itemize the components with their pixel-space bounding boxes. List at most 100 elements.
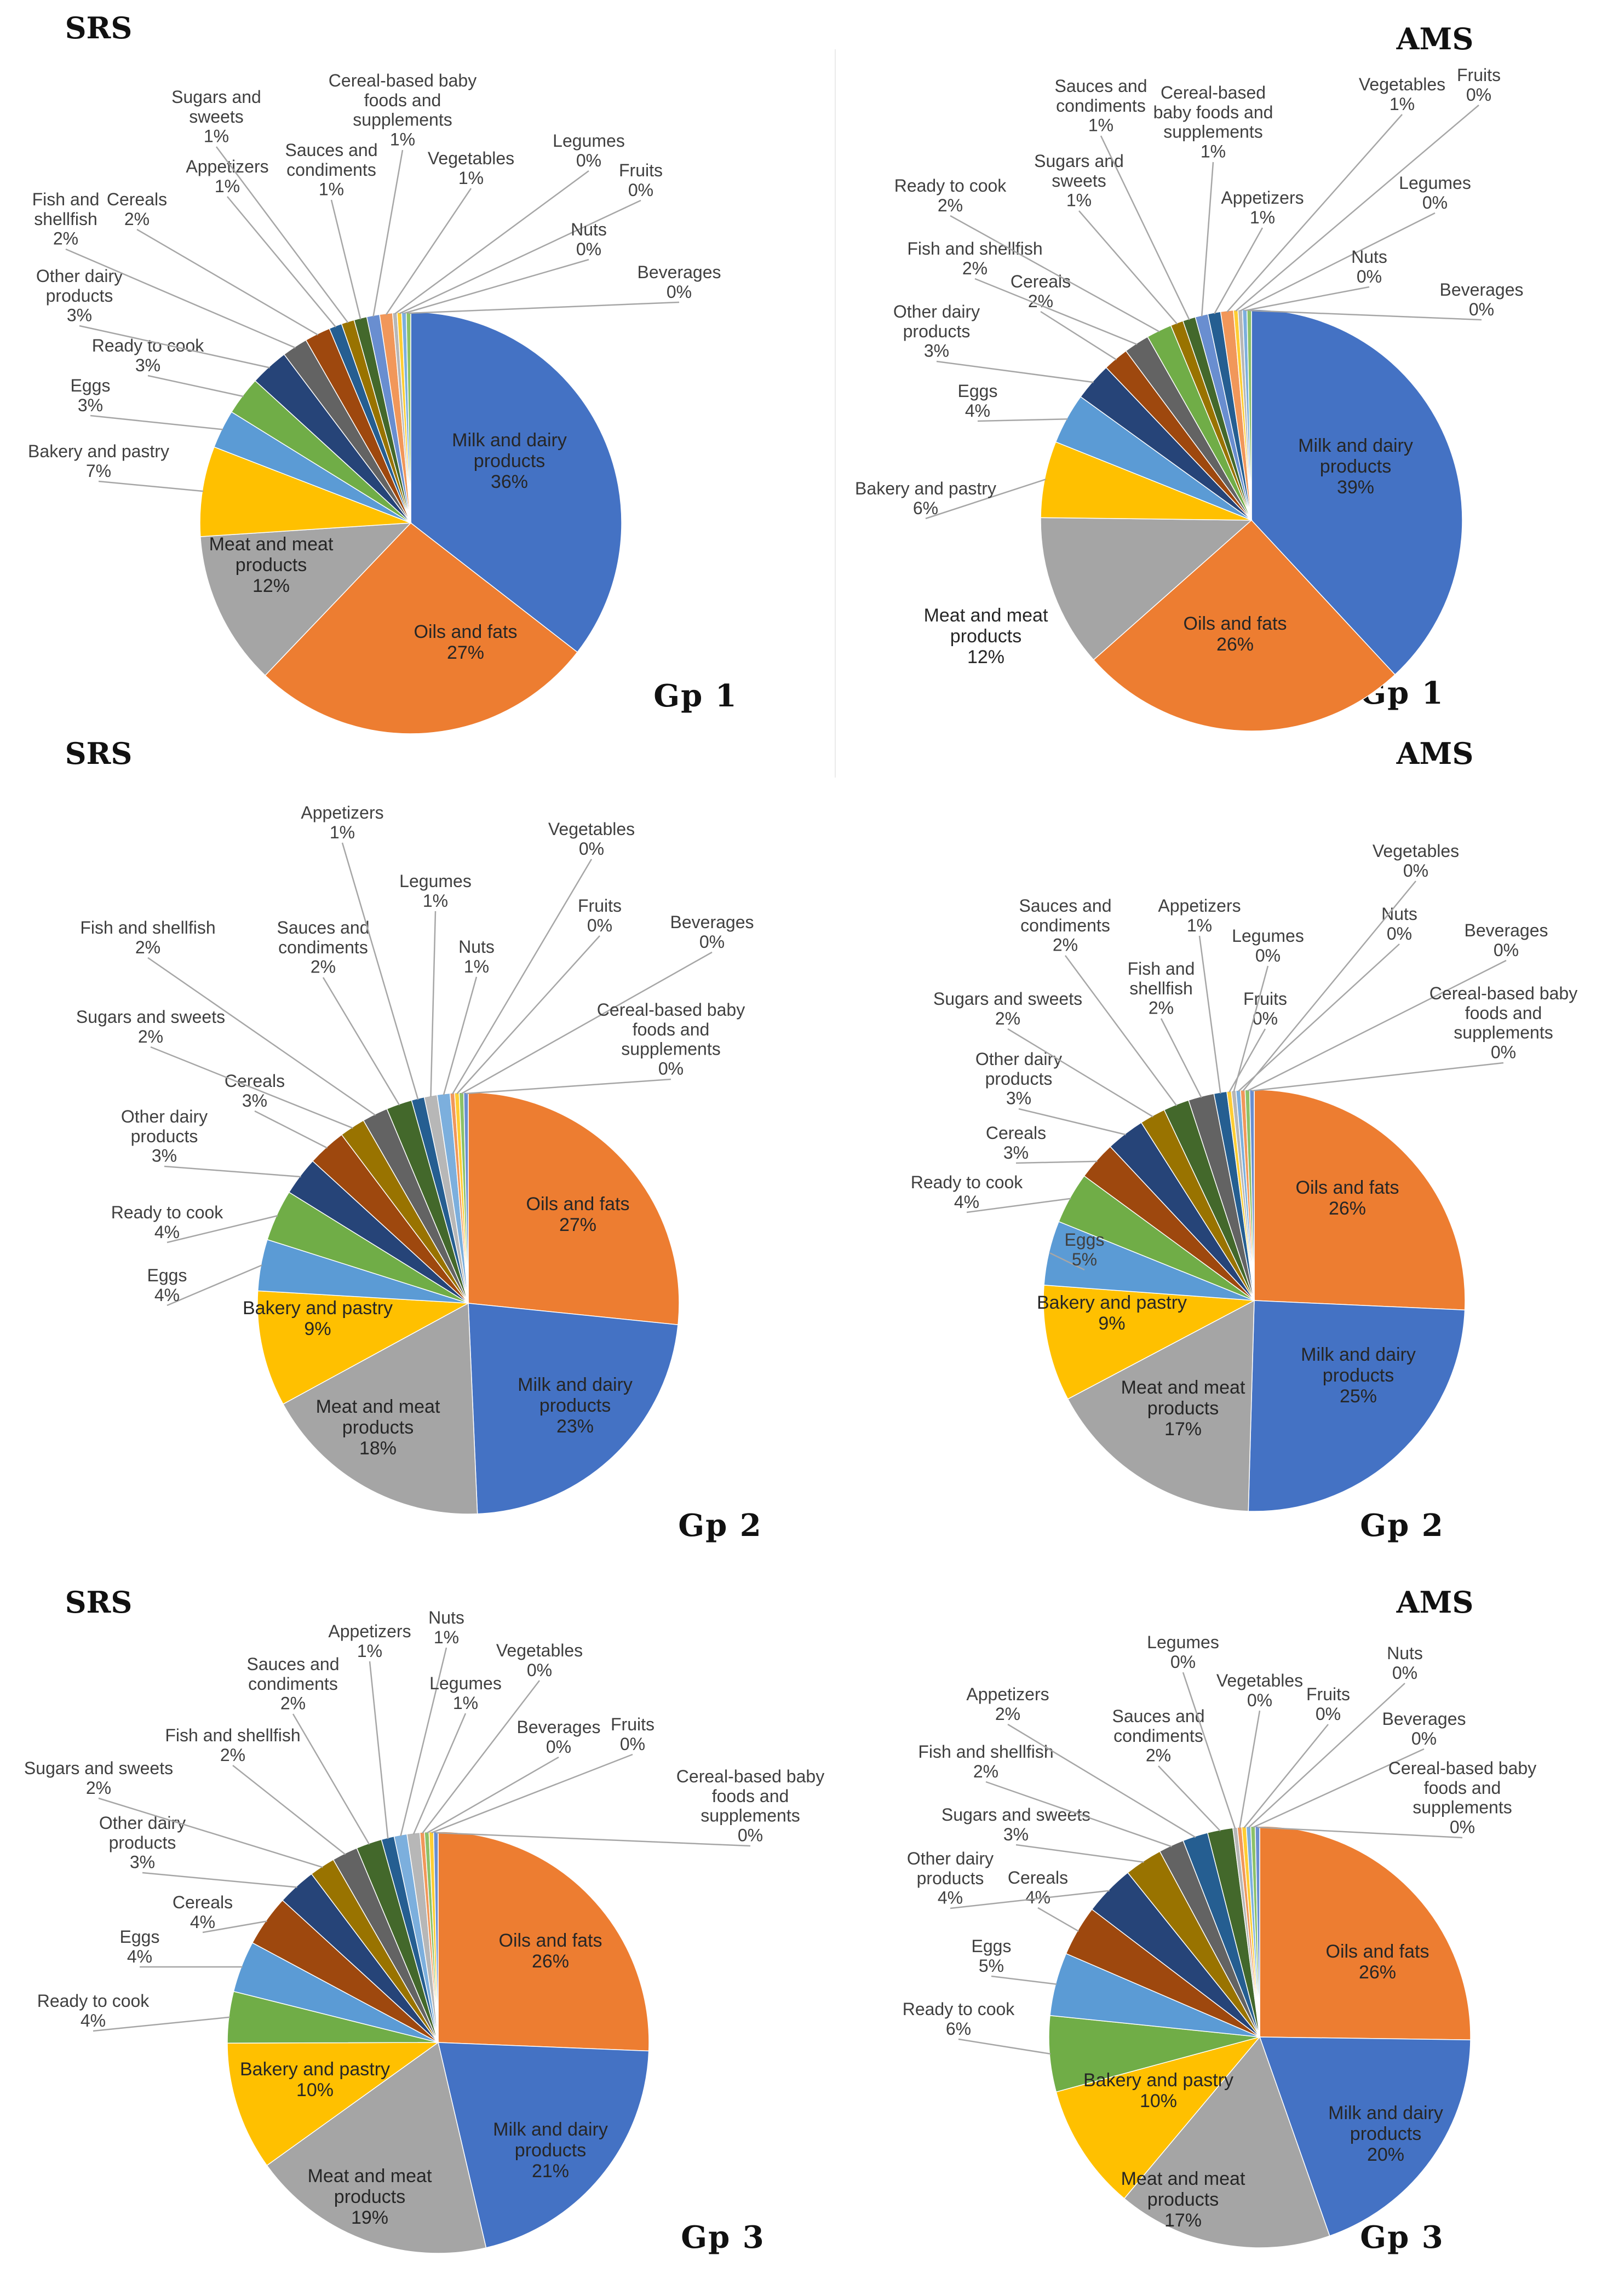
pie-slice-meat-and-meat-products <box>282 1302 478 1515</box>
data-label-appetizers: Appetizers 1% <box>328 1621 411 1661</box>
leader-line-fruits <box>1235 105 1479 312</box>
data-label-appetizers: Appetizers 2% <box>966 1684 1049 1724</box>
pie-slice-oils-and-fats <box>468 1092 680 1326</box>
data-label-meat-and-meat-products: Meat and meat products 19% <box>308 2166 432 2228</box>
data-label-ready-to-cook: Ready to cook 4% <box>111 1202 224 1242</box>
data-label-legumes: Legumes 0% <box>1232 926 1304 965</box>
data-label-oils-and-fats: Oils and fats 26% <box>1296 1177 1399 1219</box>
data-label-vegetables: Vegetables 0% <box>1216 1671 1303 1710</box>
data-label-cereals: Cereals 3% <box>225 1071 285 1110</box>
leader-line-cereals <box>136 228 319 336</box>
data-label-sugars-and-sweets: Sugars and sweets 1% <box>171 87 261 146</box>
leader-line-cereals <box>1015 1160 1098 1164</box>
data-label-appetizers: Appetizers 1% <box>1158 896 1241 935</box>
data-label-milk-and-dairy-products: Milk and dairy products 39% <box>1298 435 1413 498</box>
leader-line-vegetables <box>1239 1710 1261 1829</box>
leader-line-legumes <box>1182 1672 1236 1829</box>
leader-line-cereal-based-baby-foods-and-supplements <box>1257 1826 1463 1839</box>
data-label-legumes: Legumes 0% <box>553 131 625 170</box>
data-label-meat-and-meat-products: Meat and meat products 12% <box>209 534 334 596</box>
data-label-eggs: Eggs 5% <box>1065 1230 1105 1269</box>
pie-slice-bakery-and-pastry <box>1043 1285 1256 1400</box>
data-label-cereal-based-baby-foods-and-supplements: Cereal-based baby foods and supplements 1% <box>1153 83 1273 162</box>
data-label-cereals: Cereals 4% <box>173 1892 233 1932</box>
pie-slice-meat-and-meat-products <box>1067 1299 1255 1512</box>
data-label-appetizers: Appetizers 1% <box>186 157 268 196</box>
data-label-milk-and-dairy-products: Milk and dairy products 23% <box>518 1374 633 1437</box>
data-label-sauces-and-condiments: Sauces and condiments 2% <box>277 918 369 977</box>
leader-line-fish-and-shellfish <box>985 1781 1172 1848</box>
pie-slice-meat-and-meat-products <box>200 522 412 676</box>
data-label-other-dairy-products: Other dairy products 3% <box>121 1107 208 1166</box>
data-label-ready-to-cook: Ready to cook 6% <box>903 1999 1015 2039</box>
leader-line-vegetables <box>451 859 593 1095</box>
data-label-other-dairy-products: Other dairy products 3% <box>99 1813 186 1872</box>
data-label-bakery-and-pastry: Bakery and pastry 9% <box>1037 1292 1187 1334</box>
data-label-bakery-and-pastry: Bakery and pastry 10% <box>1083 2070 1233 2111</box>
data-label-vegetables: Vegetables 1% <box>1359 74 1445 114</box>
group-label: Gp 3 <box>681 2219 765 2255</box>
leader-line-other-dairy-products <box>1018 1108 1126 1136</box>
data-label-fish-and-shellfish: Fish and shellfish 2% <box>80 918 215 957</box>
data-label-milk-and-dairy-products: Milk and dairy products 36% <box>452 430 567 492</box>
group-label: Gp 1 <box>653 678 737 714</box>
leader-line-fruits <box>456 935 600 1095</box>
data-label-beverages: Beverages 0% <box>1465 920 1548 960</box>
leader-line-sauces-and-condiments <box>1100 135 1190 320</box>
data-label-cereals: Cereals 2% <box>1011 272 1071 311</box>
leader-line-beverages <box>461 951 713 1095</box>
data-label-cereals: Cereals 2% <box>107 189 167 229</box>
leader-line-sugars-and-sweets <box>98 1797 323 1868</box>
data-label-oils-and-fats: Oils and fats 26% <box>1184 613 1287 655</box>
data-label-sugars-and-sweets: Sugars and sweets 2% <box>933 989 1082 1028</box>
panel-title: SRS <box>65 736 133 771</box>
data-label-bakery-and-pastry: Bakery and pastry 9% <box>243 1298 393 1339</box>
leader-line-appetizers <box>1214 227 1264 314</box>
leader-line-ready-to-cook <box>167 1215 278 1244</box>
data-label-other-dairy-products: Other dairy products 3% <box>893 302 980 361</box>
leader-line-nuts <box>443 976 478 1096</box>
panel-title: SRS <box>65 10 133 45</box>
pie-slice-meat-and-meat-products <box>266 2041 487 2254</box>
pie-slice-bakery-and-pastry <box>257 1290 470 1405</box>
leader-line-legumes <box>412 1713 467 1835</box>
data-label-legumes: Legumes 1% <box>429 1673 502 1713</box>
leader-line-fish-and-shellfish <box>65 248 296 349</box>
leader-line-fish-and-shellfish <box>232 1765 346 1855</box>
data-label-legumes: Legumes 1% <box>399 871 472 911</box>
data-label-eggs: Eggs 5% <box>972 1936 1012 1976</box>
data-label-oils-and-fats: Oils and fats 27% <box>526 1194 630 1235</box>
data-label-nuts: Nuts 1% <box>428 1608 464 1647</box>
leader-line-beverages <box>1253 1748 1425 1828</box>
leader-line-sauces-and-condiments <box>1064 955 1178 1106</box>
data-label-cereal-based-baby-foods-and-supplements: Cereal-based baby foods and supplements 0% <box>597 1000 745 1079</box>
leader-line-eggs <box>1049 1252 1085 1271</box>
data-label-sugars-and-sweets: Sugars and sweets 3% <box>941 1805 1090 1844</box>
data-label-bakery-and-pastry: Bakery and pastry 7% <box>28 441 169 481</box>
data-label-sugars-and-sweets: Sugars and sweets 1% <box>1034 151 1124 210</box>
pie-chart-ams-gp-2: AMS Gp 2 Oils and fats 26% Milk and dairy pro… <box>911 736 1577 1544</box>
data-label-fruits: Fruits 0% <box>1457 65 1501 105</box>
leader-line-nuts <box>404 258 589 314</box>
data-label-milk-and-dairy-products: Milk and dairy products 25% <box>1301 1344 1416 1407</box>
data-label-cereal-based-baby-foods-and-supplements: Cereal-based baby foods and supplements 0% <box>1388 1758 1536 1837</box>
leader-line-appetizers <box>341 842 419 1100</box>
data-label-meat-and-meat-products: Meat and meat products 12% <box>924 605 1048 667</box>
leader-line-other-dairy-products <box>142 1872 297 1888</box>
data-label-nuts: Nuts 0% <box>1387 1643 1423 1683</box>
leader-line-eggs <box>90 415 223 430</box>
leader-line-vegetables <box>385 188 472 315</box>
data-label-ready-to-cook: Ready to cook 4% <box>911 1172 1024 1212</box>
data-label-fish-and-shellfish: Fish and shellfish 2% <box>907 239 1042 278</box>
leader-line-nuts <box>400 1647 447 1837</box>
data-label-fruits: Fruits 0% <box>1306 1684 1350 1724</box>
leader-line-cereals <box>1037 1907 1079 1932</box>
leader-line-cereals <box>202 1920 267 1934</box>
data-label-oils-and-fats: Oils and fats 26% <box>499 1930 602 1972</box>
data-label-fruits: Fruits 0% <box>1243 989 1287 1028</box>
data-label-legumes: Legumes 0% <box>1147 1632 1219 1672</box>
data-label-nuts: Nuts 0% <box>1381 904 1417 943</box>
data-label-beverages: Beverages 0% <box>670 912 754 952</box>
data-label-sugars-and-sweets: Sugars and sweets 2% <box>76 1007 225 1046</box>
